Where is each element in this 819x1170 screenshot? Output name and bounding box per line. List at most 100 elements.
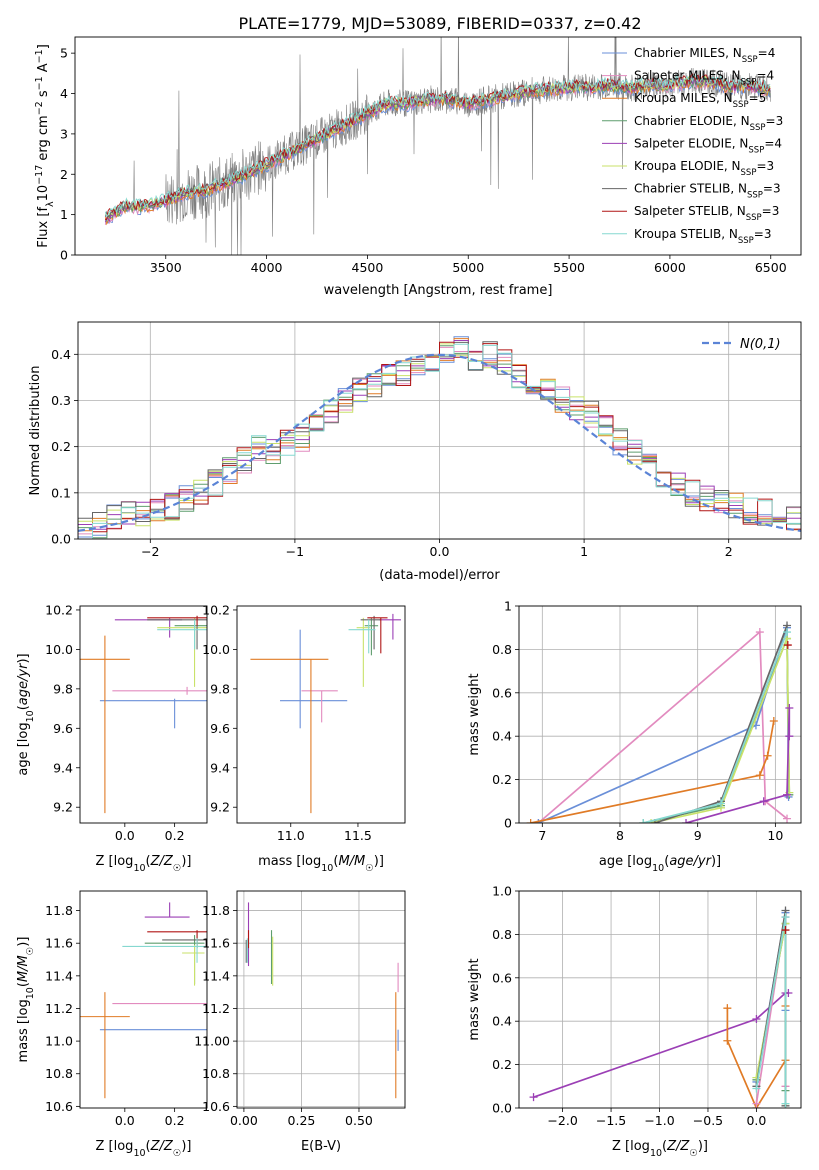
y-tick-label: 0.6 <box>492 685 512 700</box>
x-tick-label: −1.0 <box>644 1113 674 1128</box>
y-axis-label: age [log10(age/yr)] <box>16 653 36 775</box>
legend-label-eq: = <box>756 159 766 173</box>
axes-frame <box>236 890 406 1109</box>
label-part: )] <box>181 854 191 869</box>
legend-label-sub: SSP <box>742 55 758 65</box>
axes-frame <box>74 36 802 256</box>
hist-kroupa_stelib <box>78 343 801 539</box>
label-part: age [log <box>599 854 652 869</box>
panel-weights_vs_Z: −2.0 −1.5 −1.0 −0.5 0.0 0.0 0.2 0.4 0.6 0.8 1.0 Z [… <box>467 884 802 1159</box>
legend-label-eq: = <box>764 136 774 150</box>
y-tick-label: 10.0 <box>202 642 230 657</box>
label-part: ☉ <box>365 863 374 874</box>
y-tick-label: 11.6 <box>202 936 230 951</box>
y-tick-label: 0.6 <box>492 970 512 985</box>
weights-kroupa_stelib-marker <box>639 819 648 823</box>
label-part: ( <box>333 854 338 869</box>
y-tick-label: 0.2 <box>492 772 512 787</box>
y-tick-label: 0.2 <box>51 439 71 454</box>
y-tick-label: 9.8 <box>210 681 230 696</box>
weights-kroupa_miles-marker <box>769 717 778 726</box>
y-tick-label: 9.2 <box>210 800 230 815</box>
x-tick-label: 3500 <box>150 260 182 275</box>
label-part: ☉ <box>173 1148 182 1159</box>
y-tick-label: 9.8 <box>53 681 73 696</box>
plot-area-weights_vs_age <box>526 621 794 823</box>
weights-salpeter_elodie-line <box>533 992 789 1099</box>
label-part: M/M <box>16 955 31 982</box>
label-part: −1 <box>34 49 45 63</box>
y-tick-label: 0.2 <box>492 1057 512 1072</box>
axes-frame <box>79 890 208 1109</box>
legend-label-sub: SSP <box>750 123 766 133</box>
weights-salpeter_elodie-marker <box>682 819 691 823</box>
y-tick-label: 9.2 <box>53 800 73 815</box>
legend-label-eq: = <box>756 69 766 83</box>
legend-label-sub: SSP <box>747 191 763 201</box>
label-part: )] <box>698 1139 708 1154</box>
label-part: )] <box>181 1139 191 1154</box>
label-part: 10 <box>650 1148 662 1159</box>
legend-label-text: Salpeter STELIB, N <box>634 204 746 218</box>
legend-normal-label: N(0,1) <box>740 337 781 352</box>
label-part: 10 <box>321 863 333 874</box>
y-axis-label: Flux [fλ10−17 erg cm−2 s−1 A−1] <box>34 44 56 248</box>
label-part: 10 <box>25 710 36 722</box>
legend-label-chabrier_miles: Chabrier MILES, NSSP=4 <box>634 46 775 65</box>
y-tick-label: 5 <box>60 46 68 61</box>
y-axis-label: mass [log10(M/M☉)] <box>16 937 36 1063</box>
plot-area-weights_vs_Z <box>529 906 793 1108</box>
legend-label-n: 5 <box>759 91 767 105</box>
legend-label-eq: = <box>763 182 773 196</box>
weights-kroupa_miles-marker <box>755 771 764 780</box>
weights-kroupa_stelib-marker <box>781 913 790 922</box>
y-tick-label: 2 <box>60 167 68 182</box>
label-part: M/M <box>338 854 365 869</box>
label-part: E(B-V) <box>301 1139 341 1154</box>
weights-kroupa_miles-marker <box>763 751 772 760</box>
axes-frame <box>79 605 208 824</box>
x-axis-label: (data-model)/error <box>379 568 500 583</box>
y-tick-label: 0.8 <box>492 927 512 942</box>
y-tick-label: 1.0 <box>492 884 512 899</box>
y-tick-label: 11.4 <box>202 968 230 983</box>
legend-label-n: 3 <box>767 159 775 173</box>
label-part: erg cm <box>36 115 51 164</box>
label-part: ] <box>36 44 51 49</box>
y-tick-label: 1 <box>504 599 512 614</box>
x-tick-label: −1.5 <box>596 1113 626 1128</box>
x-tick-label: 11.5 <box>344 828 372 843</box>
weights-kroupa_stelib-marker <box>781 1099 790 1108</box>
x-tick-label: 0.25 <box>288 1113 316 1128</box>
y-tick-label: 9.6 <box>53 721 73 736</box>
x-tick-label: 0.0 <box>430 544 450 559</box>
weights-salpeter_stelib-marker <box>781 926 790 935</box>
x-tick-label: 11.0 <box>277 828 305 843</box>
plot-area-mass_vs_EBV <box>245 902 399 1099</box>
y-tick-label: 1 <box>60 207 68 222</box>
legend-label-sub: SSP <box>741 78 757 88</box>
legend-label-salpeter_miles: Salpeter MILES, NSSP=4 <box>634 69 774 88</box>
label-part: ( <box>664 854 669 869</box>
y-tick-label: 9.6 <box>210 721 230 736</box>
weights-kroupa_miles-line <box>530 720 775 823</box>
legend-label-eq: = <box>766 114 776 128</box>
y-tick-label: 11.2 <box>45 1001 73 1016</box>
data-spectrum-line <box>105 37 771 255</box>
legend-label-text: Salpeter ELODIE, N <box>634 136 748 150</box>
label-part: )] <box>374 854 384 869</box>
x-axis-label: wavelength [Angstrom, rest frame] <box>324 283 553 298</box>
legend-label-text: Chabrier MILES, N <box>634 46 742 60</box>
plot-area-residuals <box>78 336 801 539</box>
weights-salpeter_elodie-marker <box>785 703 794 712</box>
y-tick-label: 0.4 <box>492 1014 512 1029</box>
weights-kroupa_miles-marker <box>723 1004 732 1013</box>
legend-label-n: 4 <box>774 136 782 150</box>
legend-label-chabrier_elodie: Chabrier ELODIE, NSSP=3 <box>634 114 783 133</box>
legend-label-eq: = <box>762 204 772 218</box>
y-tick-label: 0 <box>504 816 512 831</box>
legend-label-chabrier_stelib: Chabrier STELIB, NSSP=3 <box>634 182 781 201</box>
x-tick-label: 9 <box>694 828 702 843</box>
weights-salpeter_elodie-marker <box>783 790 792 799</box>
